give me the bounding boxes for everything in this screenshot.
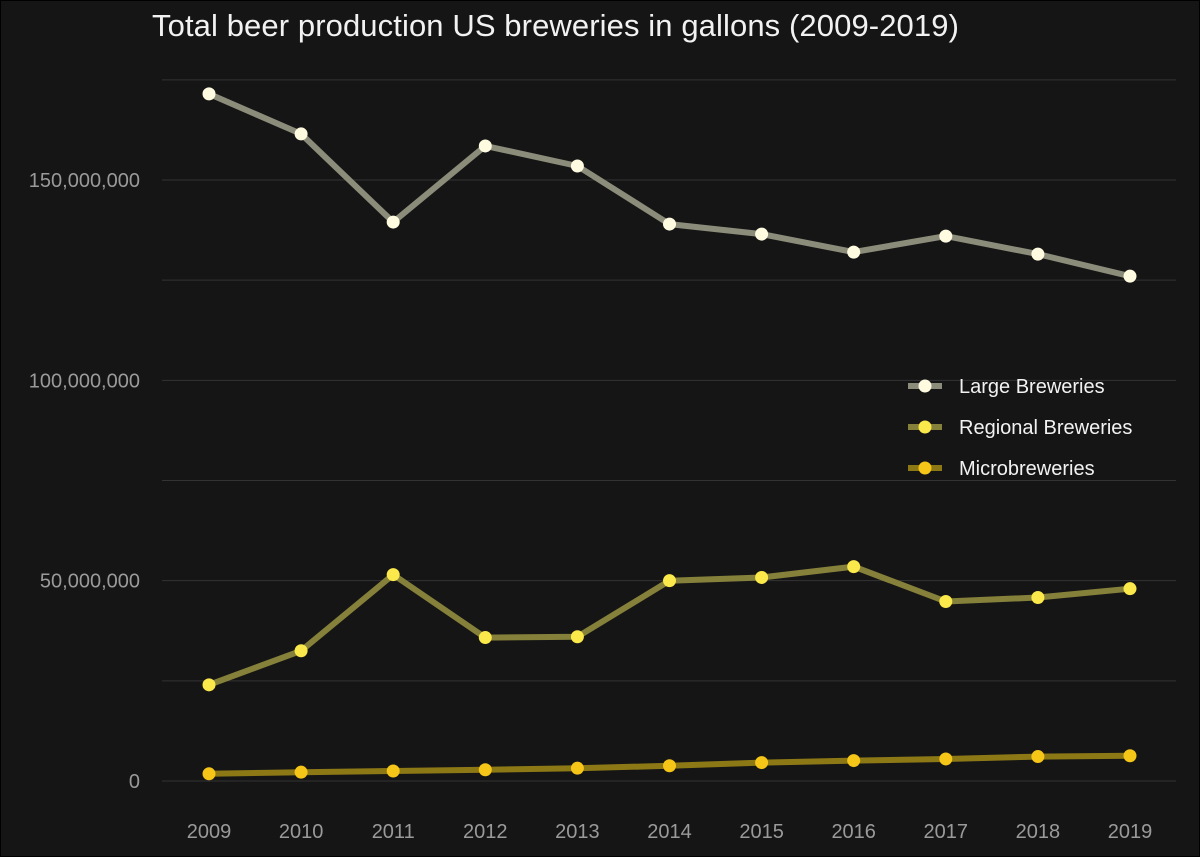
legend-label: Large Breweries	[959, 376, 1105, 398]
data-point	[939, 595, 953, 609]
data-point	[1031, 247, 1045, 261]
legend-swatch-point	[918, 420, 932, 434]
x-tick-label: 2018	[1016, 821, 1061, 843]
data-point	[1123, 749, 1137, 763]
x-tick-label: 2013	[555, 821, 600, 843]
data-point	[939, 752, 953, 766]
data-point	[847, 245, 861, 259]
data-point	[478, 763, 492, 777]
data-point	[570, 159, 584, 173]
x-tick-label: 2016	[831, 821, 876, 843]
y-axis-ticks: 0 50,000,000 100,000,000 150,000,000	[29, 170, 140, 793]
data-point	[663, 217, 676, 231]
data-point	[386, 215, 400, 229]
legend-swatch-point	[918, 461, 932, 475]
data-point	[294, 644, 308, 658]
x-tick-label: 2010	[279, 821, 324, 843]
x-tick-label: 2011	[372, 821, 415, 843]
data-point	[847, 754, 861, 768]
data-point	[939, 229, 953, 243]
data-point	[386, 568, 400, 582]
legend-label: Regional Breweries	[959, 417, 1132, 439]
x-tick-label: 2009	[187, 821, 232, 843]
legend-item: Microbreweries	[908, 458, 1095, 480]
data-point	[478, 139, 492, 153]
x-tick-label: 2017	[924, 821, 969, 843]
data-point	[663, 574, 676, 588]
series-large-breweries	[202, 87, 1137, 283]
y-tick-label: 100,000,000	[29, 370, 140, 392]
data-point	[847, 560, 861, 574]
legend-swatch-point	[918, 379, 932, 393]
series-microbreweries	[202, 749, 1137, 781]
x-tick-label: 2019	[1108, 821, 1153, 843]
data-point	[663, 759, 676, 773]
x-axis-ticks: 2009 2010 2011 2012 2013 2014 2015 2016 2017 2018…	[187, 821, 1153, 843]
data-point	[294, 765, 308, 779]
data-point	[202, 767, 216, 781]
x-tick-label: 2012	[463, 821, 508, 843]
data-point	[478, 631, 492, 645]
data-point	[1123, 269, 1137, 283]
legend-item: Regional Breweries	[908, 417, 1132, 439]
chart-title: Total beer production US breweries in ga…	[152, 8, 959, 43]
data-point	[755, 227, 769, 241]
series-layer	[202, 87, 1137, 781]
y-tick-label: 50,000,000	[40, 571, 140, 593]
y-tick-label: 150,000,000	[29, 170, 140, 192]
legend-label: Microbreweries	[959, 458, 1095, 480]
x-tick-label: 2015	[739, 821, 784, 843]
data-point	[294, 127, 308, 141]
series-line	[206, 90, 1133, 280]
data-point	[1031, 750, 1045, 764]
data-point	[755, 756, 769, 770]
series-regional-breweries	[202, 560, 1137, 692]
data-point	[1123, 582, 1137, 596]
data-point	[570, 630, 584, 644]
data-point	[202, 87, 216, 101]
data-point	[386, 764, 400, 778]
data-point	[570, 761, 584, 775]
legend-item: Large Breweries	[908, 376, 1105, 398]
x-tick-label: 2014	[647, 821, 692, 843]
data-point	[202, 678, 216, 692]
data-point	[1031, 590, 1045, 604]
y-tick-label: 0	[129, 771, 140, 793]
data-point	[755, 570, 769, 584]
legend: Large Breweries Regional Breweries Microbr…	[908, 376, 1132, 480]
